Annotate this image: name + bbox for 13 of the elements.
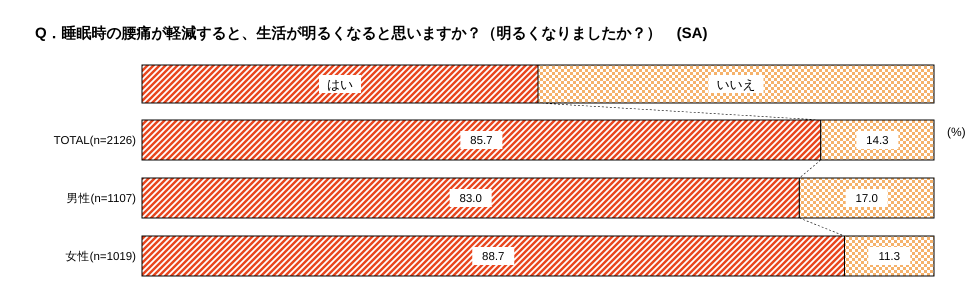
data-label: 11.3 — [878, 251, 900, 263]
data-label: 88.7 — [482, 251, 504, 263]
y-tick-label: 男性(n=1107) — [66, 192, 136, 205]
data-label: 83.0 — [459, 193, 482, 205]
y-tick-label: 女性(n=1019) — [66, 250, 136, 263]
chart-title: Q．睡眠時の腰痛が軽減すると、生活が明るくなると思いますか？（明るくなりましたか？） (SA) — [35, 25, 708, 42]
text: いいえ — [716, 77, 756, 92]
data-label: 14.3 — [866, 135, 889, 147]
text: (%) — [947, 125, 966, 139]
data-label: 85.7 — [470, 135, 493, 147]
text: はい — [327, 77, 353, 92]
y-tick-label: TOTAL(n=2126) — [54, 135, 136, 147]
data-label: 17.0 — [855, 193, 878, 205]
